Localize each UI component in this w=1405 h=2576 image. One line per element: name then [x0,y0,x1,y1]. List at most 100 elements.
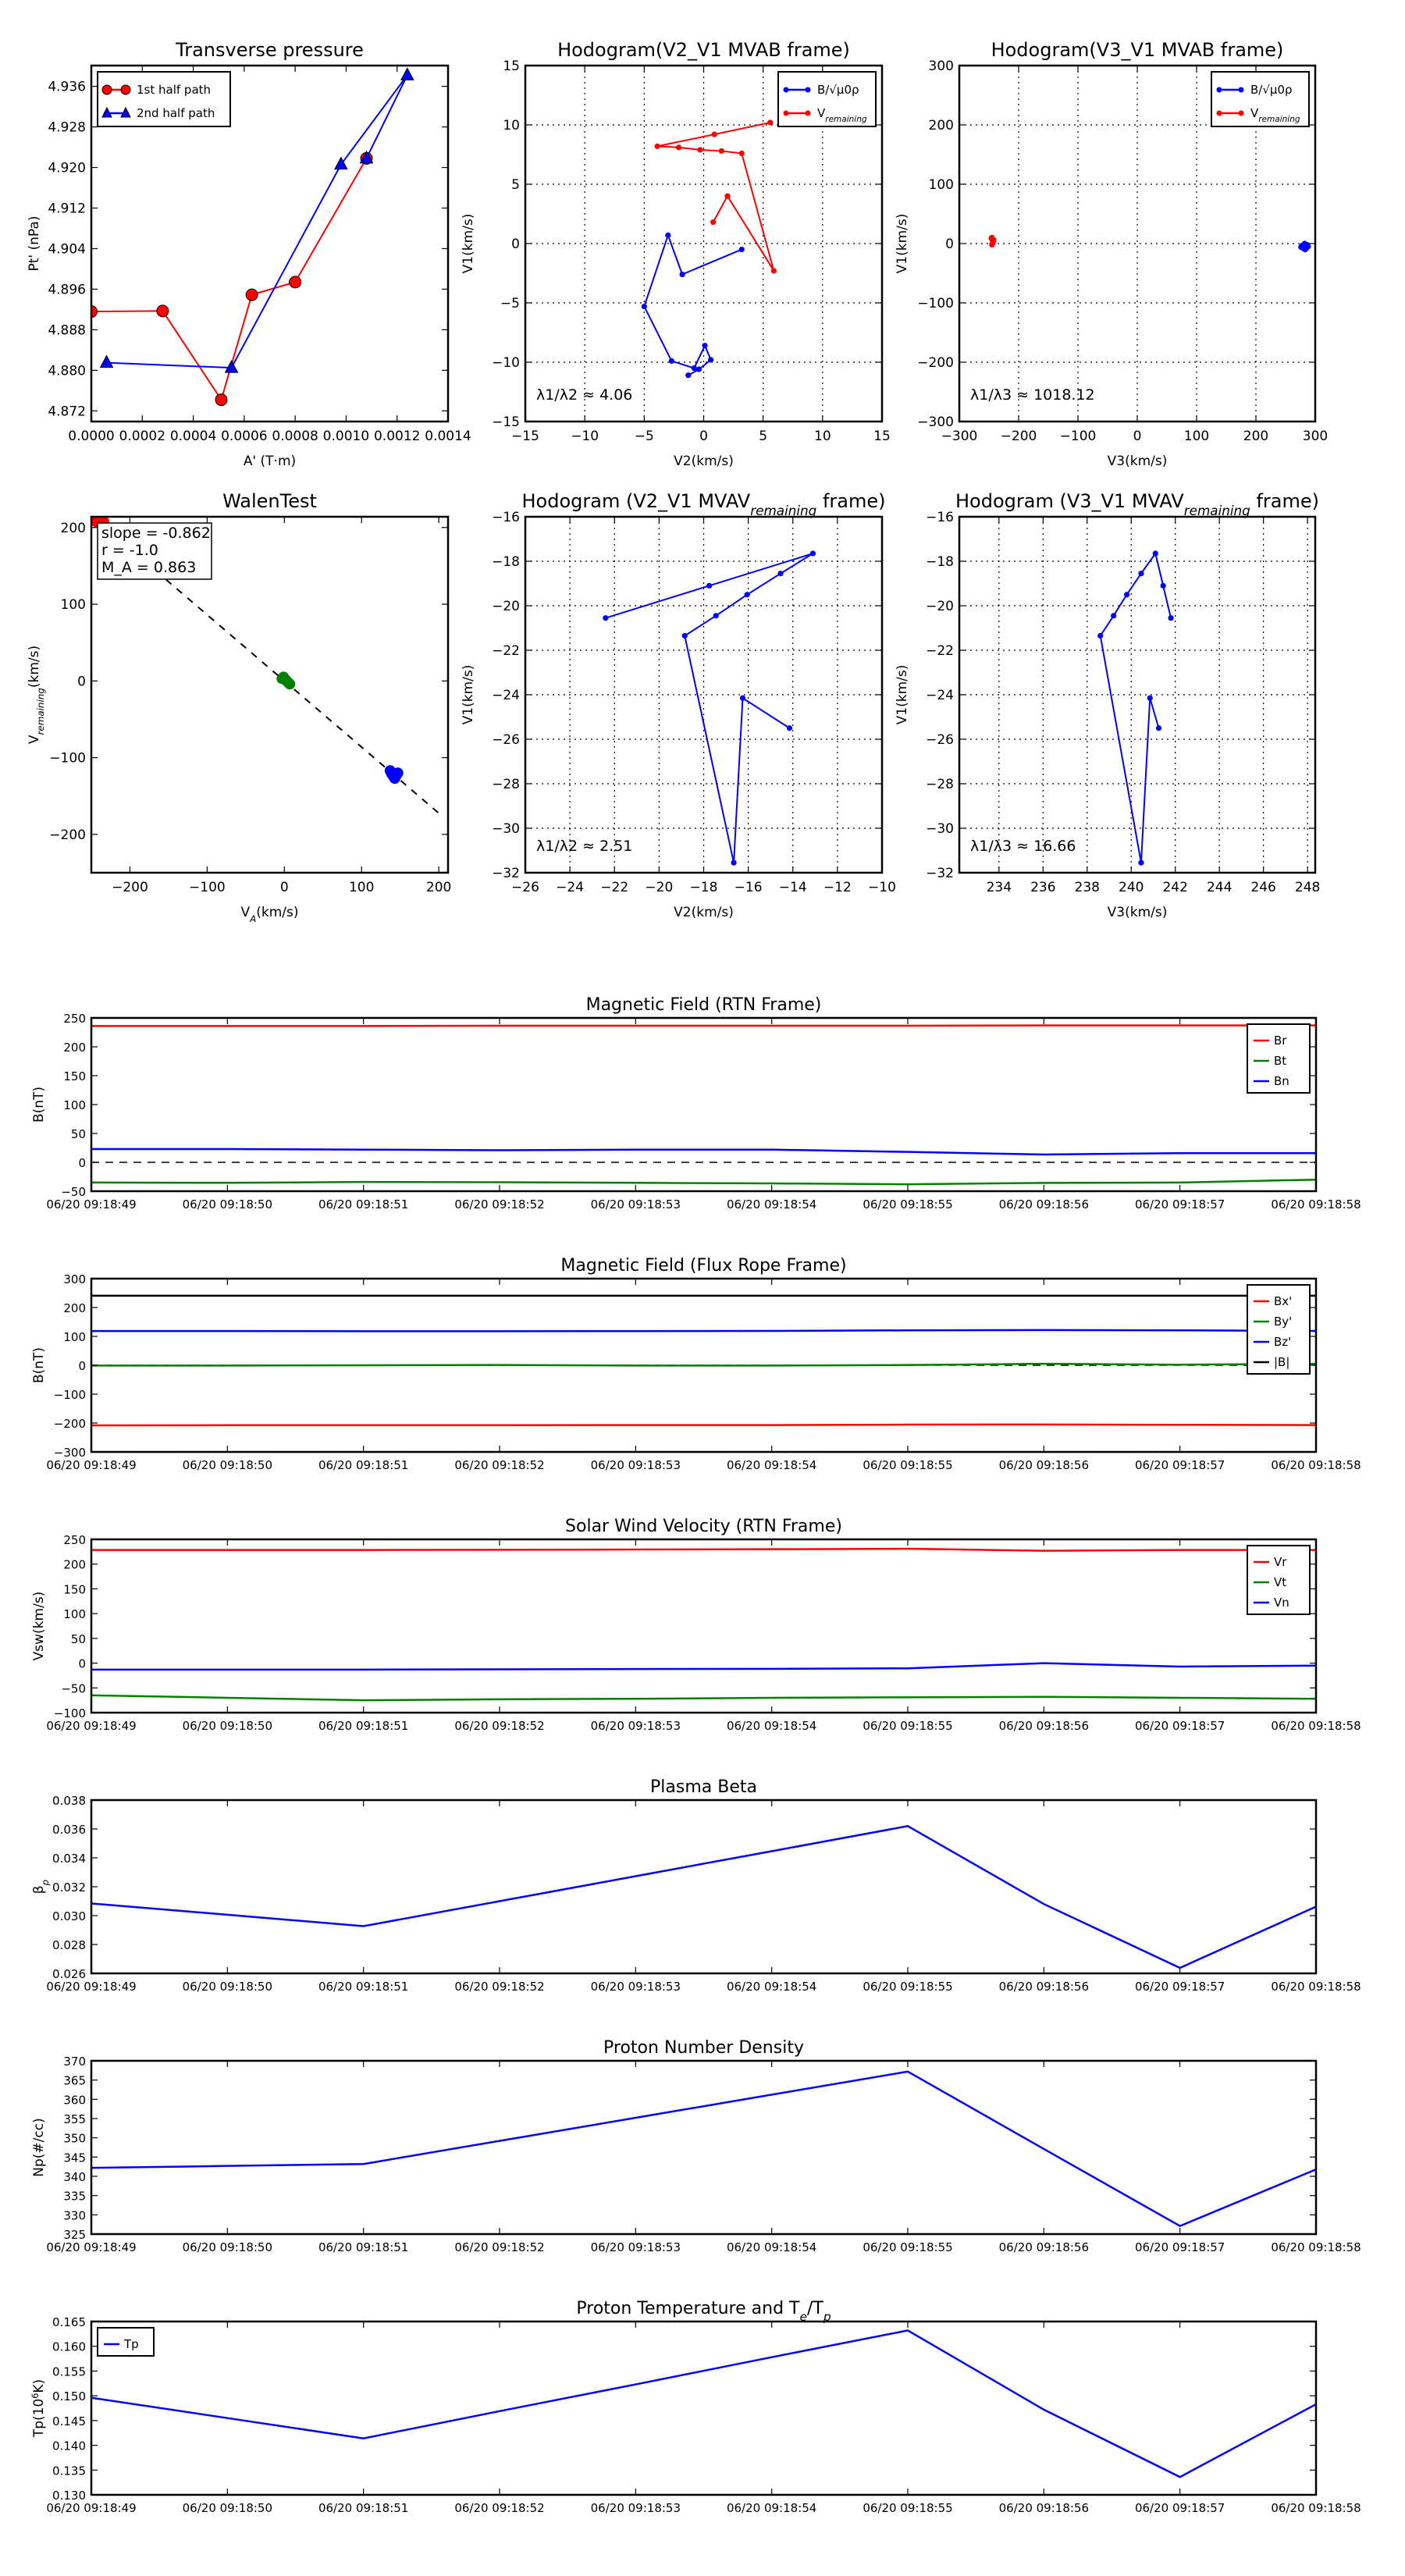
y-tick-label: 355 [63,2112,86,2126]
y-tick-label: 0.036 [52,1823,86,1837]
x-tick-label: −15 [511,429,539,444]
x-tick-label: 06/20 09:18:50 [183,1458,272,1472]
x-tick-label: −26 [511,880,539,895]
x-tick-label: 06/20 09:18:56 [999,2501,1089,2515]
y-tick-label: 0 [945,237,954,252]
y-tick-label: −200 [917,355,954,371]
y-tick-label: −300 [917,415,954,430]
legend: B/√μ0ρ Vremaining [1211,71,1310,127]
y-tick-label: −200 [49,827,86,843]
x-tick-label: 100 [349,880,374,895]
chart-title: Transverse pressure [175,39,364,61]
data-point [1138,571,1144,577]
data-point [691,365,697,372]
y-tick-label: 0.034 [52,1852,86,1866]
data-point [392,767,404,779]
chart-title: Magnetic Field (RTN Frame) [586,995,822,1015]
x-tick-label: 06/20 09:18:56 [999,1719,1089,1733]
legend-entry: 1st half path [101,83,211,97]
y-axis-label: V1(km/s) [895,665,910,725]
x-tick-label: 06/20 09:18:57 [1135,1980,1225,1994]
y-tick-label: 5 [511,177,520,193]
x-tick-label: 06/20 09:18:53 [591,2501,681,2515]
text-segment: T [788,2299,800,2318]
eigenvalue-ratio-annotation: λ1/λ3 ≈ 16.66 [970,838,1076,855]
y-tick-label: −22 [926,643,954,659]
x-tick-label: 06/20 09:18:49 [46,2240,136,2254]
y-tick-label: 4.896 [48,282,86,297]
plot-area [91,2329,1316,2478]
data-point [731,859,737,866]
series-line-tp [91,2329,1316,2478]
data-point [786,725,793,731]
data-point [675,144,682,151]
text-segment: V [27,735,42,744]
x-tick-label: 06/20 09:18:49 [46,1980,136,1994]
y-tick-label: 250 [63,1012,86,1026]
x-tick-label: 06/20 09:18:50 [183,1197,272,1212]
data-point [809,550,816,557]
x-tick-label: 06/20 09:18:49 [46,2501,136,2515]
x-tick-label: 244 [1207,880,1232,895]
x-tick-label: 06/20 09:18:53 [591,2240,681,2254]
legend-marker [805,87,811,93]
data-point [215,393,228,407]
series-line-bt [91,1178,1316,1186]
plot-area [1097,550,1174,866]
x-tick-label: 06/20 09:18:53 [591,1197,681,1212]
text-segment: K) [31,2379,47,2393]
text-segment: Tp(10 [31,2399,47,2438]
legend-marker [101,84,112,95]
data-point [641,303,647,310]
x-tick-label: 06/20 09:18:51 [318,2501,408,2515]
plot-area [603,550,816,866]
x-tick-label: 06/20 09:18:50 [183,2240,272,2254]
data-point [1152,550,1158,557]
y-tick-label: −100 [54,1706,86,1720]
chart-title: Hodogram (V2_V1 MVAVremaining frame) [521,490,885,518]
legend: B/√μ0ρ Vremaining [777,71,877,127]
legend-entry: 2nd half path [101,106,215,120]
y-tick-label: −20 [492,599,520,614]
y-axis-label: βp [31,1880,51,1894]
text-segment: A [249,913,256,924]
text-segment: remaining [35,688,46,735]
data-point [93,517,105,524]
x-tick-label: −14 [779,880,807,895]
x-tick-label: 06/20 09:18:52 [454,1197,544,1212]
y-tick-label: 0.032 [52,1880,86,1895]
x-tick-label: 06/20 09:18:57 [1135,1719,1225,1733]
y-tick-label: −15 [492,415,520,430]
eigenvalue-ratio-annotation: λ1/λ2 ≈ 2.51 [536,838,632,855]
y-tick-label: −30 [926,821,954,837]
y-axis-label: V1(km/s) [895,214,910,274]
x-tick-label: −200 [112,880,148,895]
text-segment: Hodogram (V3_V1 MVAV [955,490,1184,512]
legend-label: 1st half path [137,83,211,97]
data-point [744,592,750,598]
data-point [1097,632,1104,639]
plot-area [91,67,414,407]
legend-label: Br [1274,1034,1287,1048]
y-tick-label: 200 [63,1041,86,1055]
x-tick-label: −24 [556,880,584,895]
series-line-v [605,553,813,863]
y-tick-label: 300 [929,59,954,74]
chart-hodogram-v3-v1-mvavremaining-frame: 234 236 238 240 242 244 246 248 −32 −30 −28 −26 −24 −… [895,490,1320,920]
plot-area [91,1294,1316,1427]
legend-label: Bz' [1274,1335,1291,1349]
data-point [1138,859,1144,866]
y-axis-label: Np(#/cc) [31,2118,47,2176]
y-tick-label: 100 [63,1607,86,1621]
y-tick-label: −22 [492,643,520,659]
chart-title: WalenTest [222,490,317,512]
data-point [738,247,745,253]
x-tick-label: 238 [1075,880,1100,895]
series-line-beta [91,1824,1316,1969]
legend-entry: By' [1254,1315,1292,1329]
y-tick-label: −28 [492,777,520,792]
x-tick-label: −20 [645,880,673,895]
x-tick-label: 5 [759,429,767,444]
x-tick-label: −300 [941,429,978,444]
y-tick-label: 10 [503,118,520,133]
